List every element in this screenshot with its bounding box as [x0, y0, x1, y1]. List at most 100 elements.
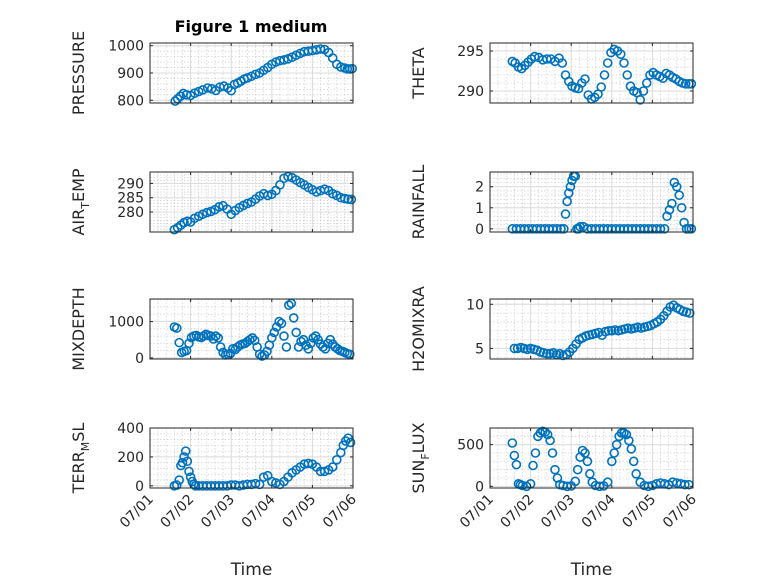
data-point [336, 62, 346, 72]
y-tick-label: 0 [135, 479, 144, 495]
subplot-pressure: 800 900 1000 PRESSURE [69, 31, 357, 115]
data-point [626, 444, 637, 454]
y-axis-label-text: AIR [69, 209, 88, 236]
subplot-h2omixra: 5 10 H2OMIXRA [409, 286, 695, 372]
data-point [529, 51, 540, 62]
axes-box [149, 171, 354, 233]
data-point [507, 438, 518, 448]
data-points-theta [507, 44, 697, 105]
data-point [197, 85, 208, 95]
data-point [327, 339, 338, 349]
data-point [556, 224, 566, 234]
data-point [177, 457, 188, 468]
y-tick-label: 5 [475, 341, 484, 357]
y-axis-label: H2OMIXRA [409, 286, 428, 372]
data-point [622, 70, 633, 80]
data-point [232, 342, 243, 352]
y-axis-label-text: LUX [409, 422, 428, 453]
y-axis-label-text: SL [69, 423, 88, 442]
data-point [619, 58, 629, 68]
data-point [602, 58, 613, 68]
y-axis-label-text: THETA [409, 47, 428, 99]
data-point [245, 334, 255, 345]
data-point [542, 429, 553, 440]
data-point [545, 435, 555, 446]
data-point [315, 44, 326, 54]
data-point [275, 180, 285, 190]
data-point [679, 217, 689, 228]
data-point [559, 224, 569, 234]
data-point [659, 224, 670, 234]
data-point [594, 481, 605, 492]
data-point [332, 344, 343, 354]
y-tick-label: 280 [117, 205, 144, 221]
data-point [276, 318, 287, 329]
y-tick-label: 0 [475, 479, 484, 495]
y-tick-label: 0 [135, 351, 144, 367]
axes-box [489, 427, 694, 489]
data-point [577, 445, 588, 456]
y-axis-label-text: EMP [69, 168, 88, 202]
data-point [184, 338, 194, 349]
data-point [603, 325, 614, 336]
data-point [303, 458, 314, 469]
data-point [269, 327, 280, 338]
data-point [305, 338, 316, 349]
axes-box [489, 42, 694, 104]
data-point [208, 334, 219, 344]
subplot-mixdepth: 0 1000 MIXDEPTH [69, 287, 355, 371]
data-point [298, 334, 309, 345]
data-point [174, 337, 185, 348]
y-axis-label: SUNFLUX [409, 422, 432, 493]
data-point [291, 327, 301, 338]
y-axis-label: MIXDEPTH [69, 287, 88, 370]
data-point [509, 343, 520, 354]
data-point [674, 190, 684, 200]
data-point [680, 79, 691, 89]
data-points-mixdepth [169, 298, 355, 361]
subplot-rainfall: 0 1 2 RAINFALL [409, 165, 697, 239]
y-tick-label: 2 [475, 180, 484, 196]
data-point [345, 437, 356, 448]
data-point [171, 323, 182, 333]
data-point [611, 439, 622, 450]
data-point [671, 181, 682, 192]
data-point [606, 456, 617, 467]
y-axis-label-subscript: T [79, 202, 92, 210]
data-point [327, 462, 338, 472]
y-axis-label: TERRMSL [69, 423, 92, 495]
data-point [210, 331, 221, 341]
data-point [247, 333, 258, 343]
data-point [580, 74, 590, 84]
data-point [599, 70, 610, 80]
x-axis-label: Time [570, 560, 613, 580]
y-tick-label: 200 [117, 450, 144, 466]
y-axis-label: AIRTEMP [69, 168, 92, 235]
data-point [288, 313, 299, 323]
data-point [585, 469, 595, 479]
figure-title: Figure 1 medium [175, 17, 328, 36]
data-point [631, 469, 641, 479]
data-point [662, 211, 672, 222]
data-point [242, 198, 253, 209]
data-point [170, 96, 180, 106]
data-point [573, 224, 584, 234]
data-point [344, 349, 355, 360]
data-point [664, 205, 675, 215]
data-point [580, 448, 590, 458]
y-tick-label: 0 [475, 222, 484, 238]
y-tick-label: 1000 [108, 315, 144, 331]
data-point [547, 448, 558, 458]
y-tick-label: 295 [457, 44, 484, 60]
data-point [262, 346, 272, 357]
y-tick-label: 800 [117, 93, 144, 109]
data-point [284, 300, 294, 310]
axes-box [149, 298, 354, 360]
data-point [641, 78, 652, 88]
data-point [184, 466, 194, 477]
y-axis-label-text: TERR [69, 451, 88, 494]
data-point [346, 194, 357, 205]
data-point [686, 224, 697, 234]
